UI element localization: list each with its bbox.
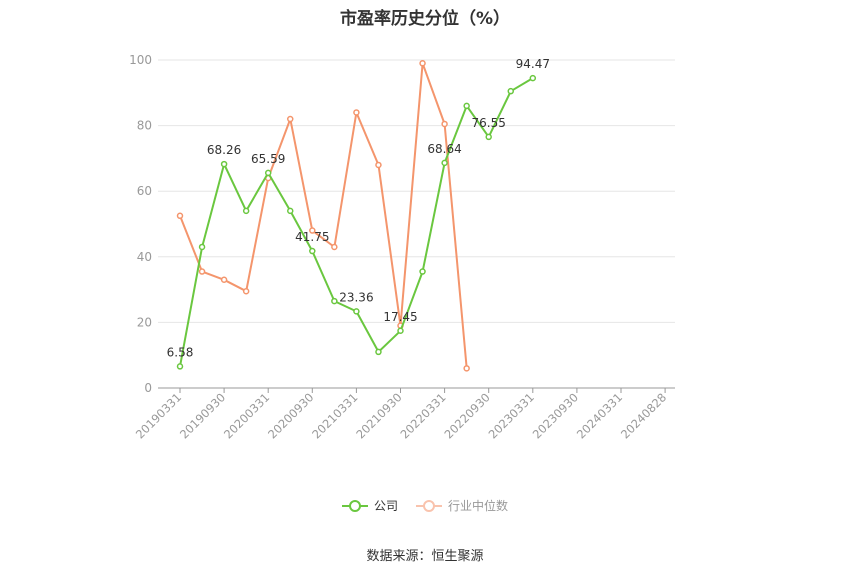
gridlines — [158, 59, 675, 323]
data-point — [485, 133, 492, 141]
legend-item-industry-median[interactable]: 行业中位数 — [416, 497, 508, 514]
x-tick-label: 20230331 — [486, 390, 537, 441]
x-tick-label: 20220930 — [442, 390, 493, 441]
data-point — [331, 243, 338, 251]
data-labels: 6.58 68.26 65.59 41.75 23.36 17.45 68.64 76.55 9… — [167, 57, 550, 359]
data-source: 数据来源：恒生聚源 — [366, 549, 484, 564]
data-label: 76.55 — [472, 116, 506, 130]
data-label: 94.47 — [516, 57, 550, 71]
y-tick-label: 0 — [144, 381, 152, 395]
data-label: 68.26 — [207, 143, 241, 157]
data-label: 17.45 — [383, 310, 417, 324]
data-label: 68.64 — [427, 142, 461, 156]
data-point — [264, 169, 272, 177]
data-label: 65.59 — [251, 152, 285, 166]
data-point — [176, 363, 184, 370]
data-point — [463, 365, 470, 372]
legend-label-company: 公司 — [373, 499, 398, 513]
y-tick-label: 40 — [137, 250, 152, 264]
x-tick-label: 20220331 — [397, 390, 448, 441]
data-point — [419, 268, 426, 275]
x-axis: 2019033120190930202003312020093020210331… — [133, 387, 675, 442]
data-label: 41.75 — [295, 230, 329, 244]
data-point — [287, 207, 294, 215]
x-tick-label: 20210331 — [309, 390, 360, 441]
y-tick-label: 80 — [137, 119, 152, 133]
data-point — [242, 207, 250, 215]
data-point — [397, 327, 404, 335]
x-tick-label: 20240331 — [574, 390, 625, 441]
data-point — [375, 348, 382, 356]
legend-item-company[interactable]: 公司 — [341, 497, 398, 514]
x-tick-label: 20190331 — [133, 390, 184, 441]
x-tick-label: 20200331 — [221, 390, 272, 441]
series-line-1 — [179, 62, 468, 369]
data-point — [353, 308, 360, 315]
series-layer — [176, 60, 537, 372]
x-tick-label: 20190930 — [177, 390, 228, 441]
data-point — [353, 109, 360, 116]
data-label: 23.36 — [339, 290, 373, 304]
data-point — [309, 247, 316, 255]
chart-title: 市盈率历史分位（%） — [339, 9, 511, 29]
data-point — [198, 268, 206, 275]
y-axis: 0 20 40 60 80 100 — [129, 53, 152, 395]
data-point — [375, 161, 382, 169]
x-tick-label: 20230930 — [530, 390, 581, 441]
data-point — [331, 297, 338, 305]
legend-label-industry-median: 行业中位数 — [448, 499, 509, 513]
y-tick-label: 20 — [137, 315, 152, 329]
data-point — [220, 276, 228, 284]
y-tick-label: 60 — [137, 184, 152, 198]
data-point — [198, 243, 206, 251]
legend: 公司 行业中位数 — [0, 497, 850, 514]
data-point — [176, 212, 184, 220]
x-tick-label: 20210930 — [353, 390, 404, 441]
data-point — [287, 115, 294, 123]
x-tick-label: 20240828 — [618, 390, 669, 441]
y-tick-label: 100 — [129, 53, 152, 67]
data-point — [529, 74, 537, 82]
data-point — [441, 120, 448, 128]
legend-line-icon — [416, 499, 442, 513]
data-point — [507, 87, 514, 95]
data-point — [441, 159, 448, 167]
data-point — [309, 227, 316, 234]
data-point — [220, 160, 228, 168]
data-point — [463, 102, 470, 110]
x-tick-label: 20200930 — [265, 390, 316, 441]
data-label: 6.58 — [167, 345, 194, 359]
legend-line-icon — [341, 499, 368, 513]
data-point — [242, 287, 250, 295]
data-point — [419, 60, 426, 67]
